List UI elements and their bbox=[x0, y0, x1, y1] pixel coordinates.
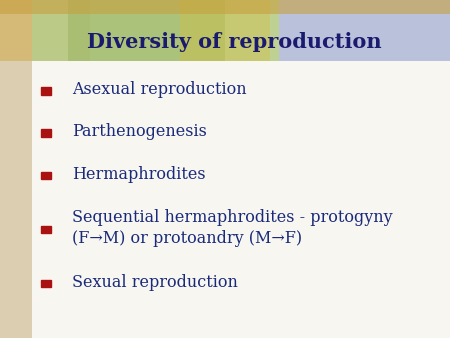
Text: Hermaphrodites: Hermaphrodites bbox=[72, 166, 206, 183]
Text: Sequential hermaphrodites - protogyny
(F→M) or protoandry (M→F): Sequential hermaphrodites - protogyny (F… bbox=[72, 209, 392, 247]
FancyBboxPatch shape bbox=[32, 0, 450, 338]
Text: Parthenogenesis: Parthenogenesis bbox=[72, 123, 207, 140]
FancyBboxPatch shape bbox=[41, 280, 51, 287]
Text: Diversity of reproduction: Diversity of reproduction bbox=[87, 32, 381, 52]
FancyBboxPatch shape bbox=[0, 0, 90, 61]
FancyBboxPatch shape bbox=[180, 0, 270, 61]
FancyBboxPatch shape bbox=[41, 87, 51, 95]
FancyBboxPatch shape bbox=[0, 0, 32, 338]
Text: Sexual reproduction: Sexual reproduction bbox=[72, 274, 238, 291]
FancyBboxPatch shape bbox=[0, 0, 450, 14]
Text: Asexual reproduction: Asexual reproduction bbox=[72, 81, 247, 98]
FancyBboxPatch shape bbox=[41, 226, 51, 233]
FancyBboxPatch shape bbox=[68, 0, 225, 61]
FancyBboxPatch shape bbox=[41, 129, 51, 137]
FancyBboxPatch shape bbox=[41, 172, 51, 179]
FancyBboxPatch shape bbox=[279, 0, 450, 61]
FancyBboxPatch shape bbox=[32, 0, 279, 61]
